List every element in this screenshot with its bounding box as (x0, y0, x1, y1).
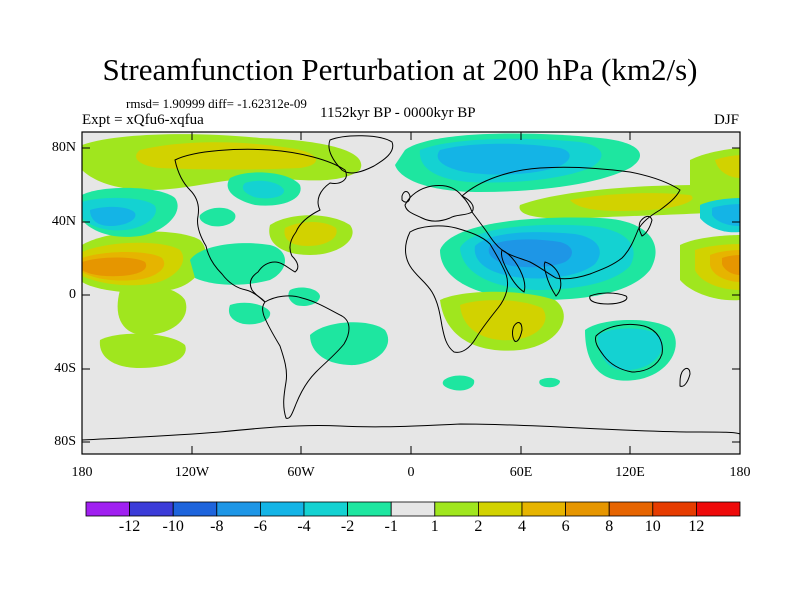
lon-tick-120e: 120E (615, 465, 645, 480)
colorbar-label: 2 (474, 518, 483, 535)
lon-tick-180e: 180 (729, 465, 751, 480)
season-label: DJF (714, 112, 740, 128)
colorbar-label: -6 (253, 518, 268, 535)
colorbar-swatch (303, 501, 348, 517)
lon-tick-60w: 60W (287, 465, 315, 480)
stats-text: rmsd= 1.90999 diff= -1.62312e-09 (126, 96, 307, 111)
colorbar-swatch (652, 501, 697, 517)
anomaly-field (82, 133, 740, 391)
colorbar-swatch (259, 501, 305, 517)
experiment-label: Expt = xQfu6-xqfua (82, 112, 204, 128)
colorbar-label: 10 (644, 518, 661, 535)
colorbar-label: -12 (118, 518, 141, 535)
colorbar-label: -2 (340, 518, 355, 535)
colorbar-swatch (521, 501, 566, 517)
lon-tick-180w: 180 (71, 465, 93, 480)
colorbar-label: 8 (605, 518, 614, 535)
colorbar-swatch (216, 501, 261, 517)
lat-tick-80s: 80S (54, 434, 76, 449)
colorbar-label: 4 (518, 518, 526, 535)
colorbar-swatch (347, 501, 392, 517)
map-title: Streamfunction Perturbation at 200 hPa (… (102, 52, 698, 87)
colorbar (85, 501, 741, 517)
colorbar-swatch (608, 501, 654, 517)
colorbar-label: 6 (561, 518, 570, 535)
colorbar-label: 12 (688, 518, 705, 535)
lat-tick-40s: 40S (54, 361, 76, 376)
lon-tick-60e: 60E (509, 465, 533, 480)
colorbar-label: -1 (384, 518, 398, 535)
colorbar-swatch (477, 501, 523, 517)
colorbar-swatch (390, 501, 436, 517)
colorbar-label: -10 (162, 518, 184, 535)
lat-tick-40n: 40N (51, 214, 76, 229)
coastlines (82, 135, 740, 441)
colorbar-label: -4 (297, 518, 311, 535)
axis-ticks (81, 132, 741, 454)
lon-tick-120w: 120W (174, 465, 210, 480)
lat-tick-0: 0 (69, 287, 76, 302)
colorbar-swatch (129, 501, 174, 517)
lat-tick-80n: 80N (51, 140, 76, 155)
lon-tick-0: 0 (407, 465, 415, 480)
colorbar-swatch (565, 501, 610, 517)
colorbar-label: -8 (210, 518, 224, 535)
colorbar-label: 1 (430, 518, 439, 535)
colorbar-swatch (172, 501, 218, 517)
colorbar-swatch (434, 501, 479, 517)
colorbar-swatch (85, 501, 130, 517)
colorbar-swatch (696, 501, 741, 517)
period-label: 1152kyr BP - 0000kyr BP (320, 105, 476, 121)
